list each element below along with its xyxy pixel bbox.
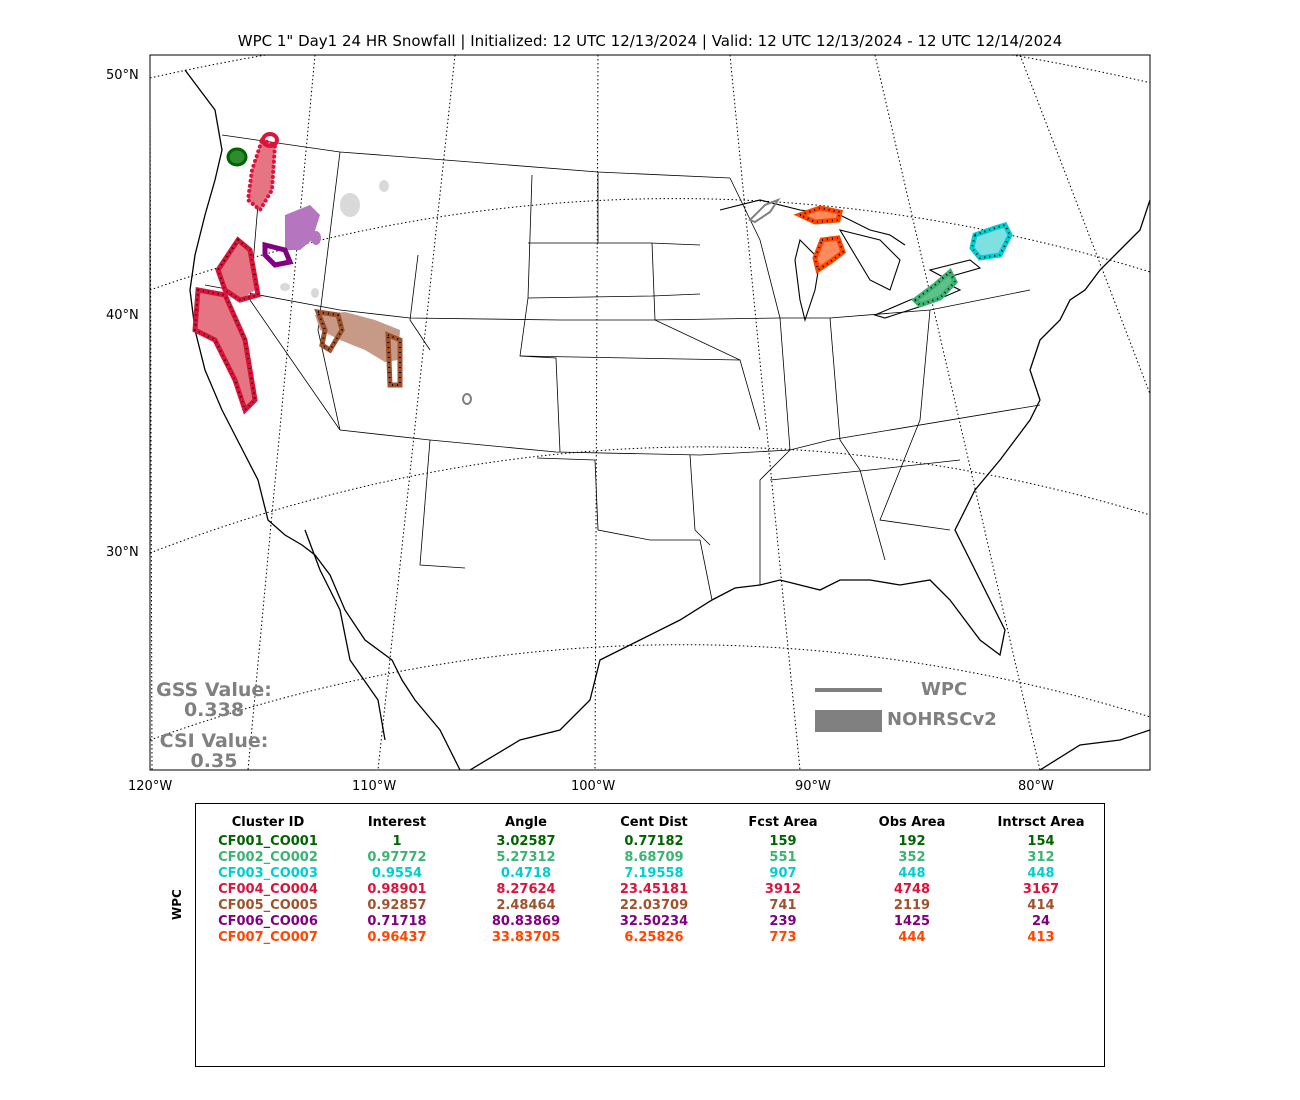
lat-label-50: 50°N <box>106 68 139 83</box>
table-cell: 0.9554 <box>371 866 423 881</box>
table-cell: 239 <box>769 914 797 929</box>
table-cell: 3.02587 <box>496 834 556 849</box>
gss-value: 0.338 <box>183 699 245 721</box>
table-cell: 2119 <box>893 898 931 913</box>
table-cell: 741 <box>769 898 797 913</box>
table-cell: 0.71718 <box>367 914 427 929</box>
table-cell: CF005_CO005 <box>218 898 318 913</box>
table-cell: 444 <box>898 930 926 945</box>
table-cell: 413 <box>1027 930 1055 945</box>
lon-label-100: 100°W <box>571 779 616 794</box>
table-cell: 0.92857 <box>367 898 427 913</box>
table-cell: 159 <box>769 834 797 849</box>
cluster-cf004 <box>192 132 279 415</box>
col-header-cent-dist: Cent Dist <box>620 815 688 830</box>
lon-label-120: 120°W <box>128 779 173 794</box>
table-cell: 1 <box>392 834 402 849</box>
table-cell: 3167 <box>1022 882 1060 897</box>
cluster-cf003 <box>969 222 1013 261</box>
table-cell: 1425 <box>893 914 931 929</box>
col-header-fcst-area: Fcst Area <box>748 815 818 830</box>
table-cell: 192 <box>898 834 926 849</box>
csi-label: CSI Value: <box>159 730 269 752</box>
table-cell: 0.96437 <box>367 930 427 945</box>
table-cell: CF006_CO006 <box>218 914 318 929</box>
table-cell: 773 <box>769 930 797 945</box>
legend-nohrsc-label: NOHRSCv2 <box>887 709 997 730</box>
table-cell: 0.4718 <box>500 866 552 881</box>
great-lakes <box>719 199 982 322</box>
table-cell: 8.68709 <box>624 850 684 865</box>
graticule <box>150 55 1150 770</box>
map-frame <box>149 54 1151 771</box>
col-header-angle: Angle <box>505 815 547 830</box>
table-cell: 907 <box>769 866 797 881</box>
table-cell: 8.27624 <box>496 882 556 897</box>
table-cell: 6.25826 <box>624 930 684 945</box>
table-cell: CF004_CO004 <box>218 882 318 897</box>
table-cell: 2.48464 <box>496 898 556 913</box>
map-title: WPC 1" Day1 24 HR Snowfall | Initialized… <box>237 32 1063 50</box>
cluster-cf001 <box>226 147 248 167</box>
table-cell: 448 <box>898 866 926 881</box>
table-cell: 551 <box>769 850 797 865</box>
table-cell: 7.19558 <box>624 866 684 881</box>
table-cell: 23.45181 <box>619 882 689 897</box>
table-cell: 3912 <box>764 882 802 897</box>
wpc-minor <box>462 197 781 405</box>
table-side-label: WPC <box>170 889 184 920</box>
table-cell: 24 <box>1031 914 1051 929</box>
table-cell: 312 <box>1027 850 1055 865</box>
table-cell: CF002_CO002 <box>218 850 318 865</box>
cluster-cf002 <box>911 268 959 308</box>
table-cell: 5.27312 <box>496 850 556 865</box>
lon-label-80: 80°W <box>1018 779 1054 794</box>
lat-label-40: 40°N <box>106 308 139 323</box>
coastline <box>184 69 1150 770</box>
table-cell: CF001_CO001 <box>218 834 318 849</box>
table-cell: 154 <box>1027 834 1055 849</box>
table-cell: 0.98901 <box>367 882 427 897</box>
stats-table <box>195 803 1105 1067</box>
table-cell: 0.77182 <box>624 834 684 849</box>
cluster-cf006 <box>262 205 321 268</box>
lon-label-110: 110°W <box>352 779 397 794</box>
legend-nohrsc-swatch <box>815 710 882 732</box>
gss-label: GSS Value: <box>156 679 272 701</box>
cluster-cf005 <box>314 308 403 388</box>
table-cell: 80.83869 <box>491 914 561 929</box>
col-header-interest: Interest <box>367 815 427 830</box>
table-cell: 4748 <box>893 882 931 897</box>
legend-wpc-label: WPC <box>921 679 968 700</box>
table-cell: 448 <box>1027 866 1055 881</box>
lat-label-30: 30°N <box>106 545 139 560</box>
col-header-intrsct-area: Intrsct Area <box>997 815 1085 830</box>
table-cell: CF007_CO007 <box>218 930 318 945</box>
table-cell: 0.97772 <box>367 850 427 865</box>
table-cell: 22.03709 <box>619 898 689 913</box>
table-cell: 352 <box>898 850 926 865</box>
table-cell: CF003_CO003 <box>218 866 318 881</box>
table-cell: 414 <box>1027 898 1055 913</box>
map-canvas <box>149 54 1151 771</box>
obs-minor <box>280 180 389 298</box>
col-header-obs-area: Obs Area <box>878 815 946 830</box>
table-cell: 32.50234 <box>619 914 689 929</box>
state-lines <box>204 134 1041 601</box>
cluster-cf007 <box>793 205 846 275</box>
lon-label-90: 90°W <box>795 779 831 794</box>
col-header-cluster-id: Cluster ID <box>231 815 305 830</box>
csi-value: 0.35 <box>190 750 238 772</box>
table-cell: 33.83705 <box>491 930 561 945</box>
